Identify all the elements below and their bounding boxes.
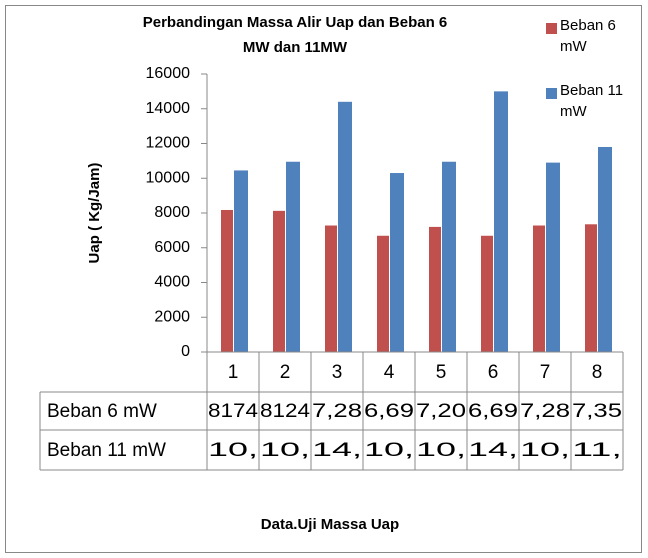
table-cell: 7,28 [520, 401, 570, 422]
table-cell: 6,69 [364, 401, 414, 422]
x-tick-label: 6 [488, 362, 499, 383]
bar [546, 162, 560, 352]
table-cell: 8174 [208, 401, 258, 422]
x-axis-title: Data.Uji Massa Uap [261, 516, 399, 533]
y-tick-label: 2000 [154, 308, 190, 325]
bar [234, 170, 248, 352]
y-tick-label: 10000 [146, 169, 191, 186]
table-cell: 11, [572, 440, 622, 461]
bar [221, 209, 233, 352]
chart-border [5, 5, 642, 553]
table-cell: 10, [208, 440, 258, 461]
bar [494, 91, 508, 352]
y-tick-label: 0 [181, 343, 190, 360]
bar [273, 210, 285, 352]
x-tick-label: 1 [228, 362, 239, 383]
legend-swatch [546, 88, 557, 99]
x-tick-label: 5 [436, 362, 447, 383]
y-tick-label: 8000 [154, 204, 190, 221]
table-cell: 10, [520, 440, 570, 461]
table-cell: 7,20 [416, 401, 466, 422]
table-cell: 8124 [260, 401, 310, 422]
x-tick-label: 8 [592, 362, 603, 383]
table-row-label: Beban 11 mW [47, 440, 166, 461]
legend-swatch [546, 23, 557, 34]
legend-label: Beban 11 mW [560, 82, 624, 120]
table-cell: 7,28 [312, 401, 362, 422]
bar [442, 161, 456, 352]
table-row-label: Beban 6 mW [47, 401, 157, 422]
bar [390, 173, 404, 352]
table-cell: 10, [364, 440, 414, 461]
x-tick-label: 7 [540, 362, 551, 383]
y-tick-label: 14000 [146, 100, 191, 117]
y-tick-label: 4000 [154, 274, 190, 291]
y-tick-label: 12000 [146, 135, 191, 152]
bar [429, 226, 441, 352]
chart-title: Perbandingan Massa Alir Uap dan Beban 6 … [142, 14, 448, 56]
bar [585, 224, 597, 352]
table-cell: 10, [260, 440, 310, 461]
x-tick-label: 3 [332, 362, 343, 383]
x-tick-label: 2 [280, 362, 291, 383]
bar [377, 235, 389, 352]
bar [481, 235, 493, 352]
table-cell: 10, [416, 440, 466, 461]
bar [533, 225, 545, 352]
y-axis-title: Uap ( Kg/Jam) [86, 163, 103, 264]
table-cell: 14, [468, 440, 518, 461]
table-cell: 7,35 [572, 401, 622, 422]
legend-label: Beban 6 mW [560, 17, 616, 55]
bar [598, 146, 612, 352]
bar [325, 225, 337, 352]
y-tick-label: 16000 [146, 65, 191, 82]
x-tick-label: 4 [384, 362, 395, 383]
table-cell: 14, [312, 440, 362, 461]
y-tick-label: 6000 [154, 239, 190, 256]
bar [338, 101, 352, 352]
table-cell: 6,69 [468, 401, 518, 422]
bar [286, 161, 300, 352]
